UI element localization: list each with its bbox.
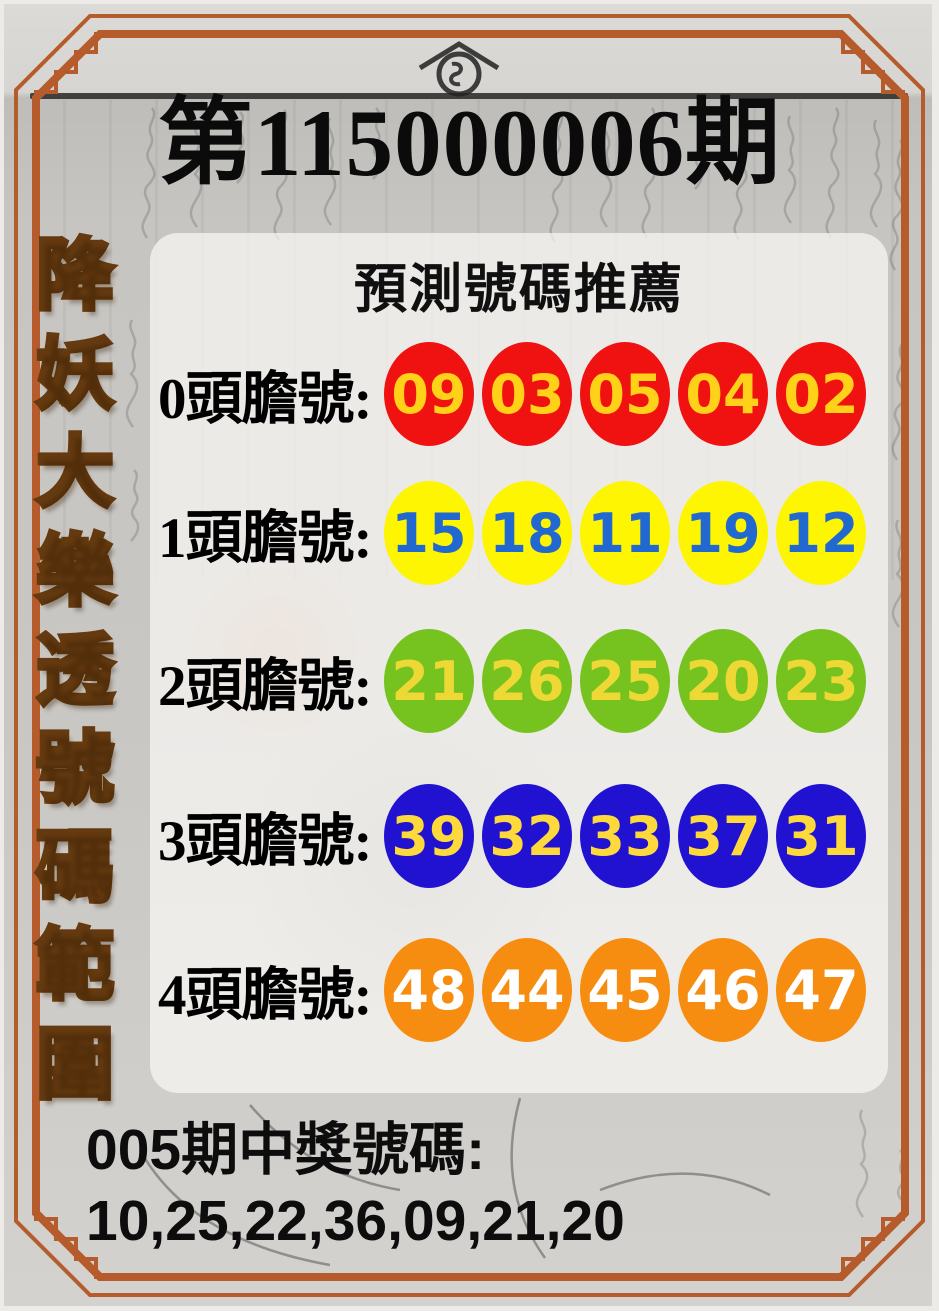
period-title: 第115000006期 [157, 90, 782, 196]
ball-group: 21 26 25 20 23 [384, 629, 866, 733]
row-label: 4頭膽號: [158, 964, 372, 1027]
lotto-ball: 20 [678, 629, 768, 733]
prediction-row-1: 1頭膽號: 15 18 11 19 12 [158, 480, 866, 586]
lotto-ball: 37 [678, 784, 768, 888]
lotto-ball: 45 [580, 938, 670, 1042]
sidebar-vertical-title: 降 妖 大 樂 透 號 碼 範 圍 [32, 233, 118, 1108]
lotto-ball: 44 [482, 938, 572, 1042]
lotto-ball: 12 [776, 481, 866, 585]
crest-icon [418, 41, 500, 97]
ball-group: 09 03 05 04 02 [384, 342, 866, 446]
lotto-ball: 26 [482, 629, 572, 733]
previous-draw-label: 005期中獎號碼: [86, 1118, 486, 1182]
sidebar-char: 範 [34, 923, 116, 1010]
lotto-ball: 25 [580, 629, 670, 733]
lotto-ball: 23 [776, 629, 866, 733]
ball-group: 39 32 33 37 31 [384, 784, 866, 888]
lotto-ball: 19 [678, 481, 768, 585]
lotto-ball: 18 [482, 481, 572, 585]
sidebar-char: 碼 [34, 824, 116, 911]
previous-draw-numbers: 10,25,22,36,09,21,20 [86, 1189, 625, 1253]
prediction-panel: 預測號碼推薦 0頭膽號: 09 03 05 04 02 1頭膽號: 15 18 … [150, 233, 888, 1093]
row-label: 1頭膽號: [158, 507, 372, 570]
lotto-ball: 05 [580, 342, 670, 446]
lotto-ball: 02 [776, 342, 866, 446]
prediction-row-2: 2頭膽號: 21 26 25 20 23 [158, 628, 866, 734]
prediction-row-4: 4頭膽號: 48 44 45 46 47 [158, 937, 866, 1043]
row-label: 2頭膽號: [158, 655, 372, 718]
sidebar-char: 透 [34, 627, 116, 714]
ball-group: 48 44 45 46 47 [384, 938, 866, 1042]
sidebar-char: 妖 [34, 331, 116, 418]
sidebar-char: 大 [34, 430, 116, 517]
lotto-ball: 21 [384, 629, 474, 733]
lotto-ball: 33 [580, 784, 670, 888]
row-label: 3頭膽號: [158, 810, 372, 873]
lotto-ball: 11 [580, 481, 670, 585]
lotto-ball: 09 [384, 342, 474, 446]
lotto-ball: 47 [776, 938, 866, 1042]
sidebar-char: 圍 [34, 1022, 116, 1108]
sidebar-char: 降 [34, 233, 116, 319]
prediction-row-0: 0頭膽號: 09 03 05 04 02 [158, 341, 866, 447]
prediction-row-3: 3頭膽號: 39 32 33 37 31 [158, 783, 866, 889]
lotto-ball: 03 [482, 342, 572, 446]
lotto-ball: 32 [482, 784, 572, 888]
lotto-ball: 04 [678, 342, 768, 446]
lotto-ball: 15 [384, 481, 474, 585]
sidebar-char: 號 [34, 726, 116, 813]
lotto-ball: 39 [384, 784, 474, 888]
row-label: 0頭膽號: [158, 368, 372, 431]
lotto-ball: 46 [678, 938, 768, 1042]
lotto-ball: 48 [384, 938, 474, 1042]
lotto-ball: 31 [776, 784, 866, 888]
ball-group: 15 18 11 19 12 [384, 481, 866, 585]
sidebar-char: 樂 [34, 528, 116, 615]
panel-header: 預測號碼推薦 [354, 261, 684, 319]
scroll-divider-line [30, 93, 908, 99]
